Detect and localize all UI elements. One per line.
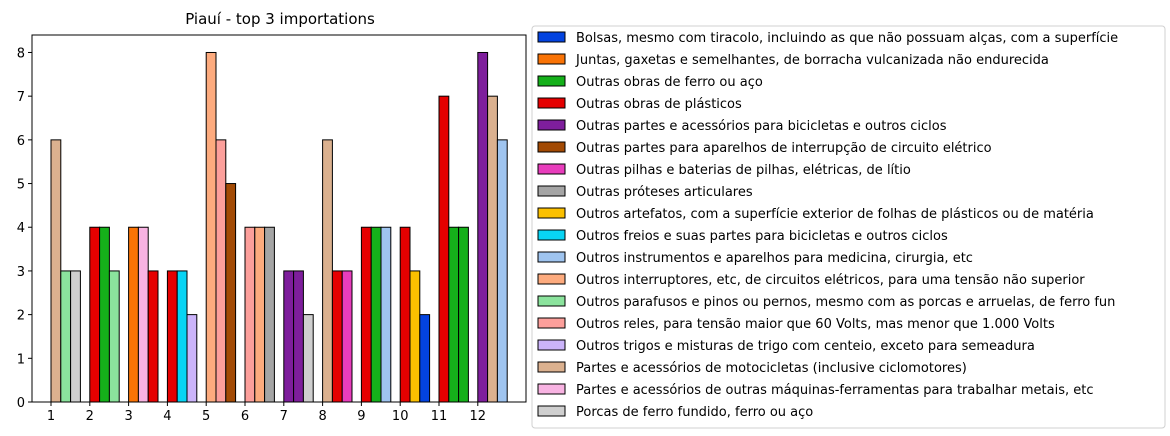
legend-swatch (537, 31, 566, 43)
y-tick-label: 4 (17, 221, 25, 236)
legend-frame (531, 25, 1166, 429)
bar-10-1 (399, 226, 411, 403)
x-tick-label: 2 (86, 409, 94, 424)
chart-title: Piauí - top 3 importations (185, 10, 375, 28)
x-tick-label: 6 (241, 409, 249, 424)
legend-label: Outros interruptores, etc, de circuitos … (576, 273, 1085, 288)
y-tick-label: 6 (17, 134, 25, 149)
x-tick-label: 11 (431, 409, 448, 424)
bar-8-3 (341, 270, 353, 403)
bar-3-2 (137, 226, 149, 403)
bar-12-1 (477, 51, 489, 403)
bar-2-2 (99, 226, 110, 403)
x-tick-label: 8 (318, 409, 326, 424)
bar-9-1 (360, 226, 372, 403)
bar-12-3 (496, 139, 508, 403)
axes-frame (31, 34, 527, 403)
x-tick-label: 5 (202, 409, 210, 424)
bar-4-3 (186, 314, 198, 403)
legend: Bolsas, mesmo com tiracolo, incluindo as… (531, 25, 1166, 429)
legend-label: Outras partes e acessórios para biciclet… (576, 119, 947, 134)
legend-swatch (537, 75, 566, 87)
legend-label: Outros artefatos, com a superfície exter… (576, 207, 1094, 222)
legend-swatch (537, 361, 566, 373)
bar-1-1 (50, 139, 62, 403)
legend-label: Outros trigos e misturas de trigo com ce… (576, 339, 1035, 354)
bar-9-2 (370, 226, 382, 403)
legend-swatch (537, 383, 566, 395)
bar-5-3 (225, 183, 237, 403)
legend-swatch (537, 119, 566, 131)
bar-11-3 (458, 226, 469, 403)
y-tick-label: 3 (17, 265, 25, 280)
bar-8-2 (331, 270, 343, 403)
bar-10-3 (419, 314, 431, 403)
bar-2-3 (108, 270, 120, 403)
legend-swatch (537, 405, 566, 417)
bar-5-2 (215, 139, 227, 403)
bar-4-2 (176, 270, 188, 403)
bar-9-3 (380, 226, 392, 403)
x-tick-label: 7 (280, 409, 288, 424)
legend-swatch (537, 207, 566, 219)
legend-label: Outras obras de plásticos (576, 97, 742, 112)
legend-label: Outros freios e suas partes para bicicle… (576, 229, 948, 244)
y-tick-label: 0 (17, 396, 25, 411)
legend-swatch (537, 339, 566, 351)
legend-label: Outros instrumentos e aparelhos para med… (576, 251, 973, 266)
y-tick-label: 5 (17, 178, 25, 193)
legend-swatch (537, 273, 566, 285)
legend-label: Partes e acessórios de outras máquinas-f… (576, 383, 1094, 398)
bar-7-3 (302, 314, 314, 403)
y-tick-label: 8 (17, 46, 25, 61)
legend-label: Partes e acessórios de motocicletas (inc… (576, 361, 967, 376)
legend-label: Outras pilhas e baterias de pilhas, elét… (576, 163, 911, 178)
bar-7-2 (293, 270, 304, 403)
legend-label: Outras obras de ferro ou aço (576, 75, 763, 90)
legend-label: Outras próteses articulares (576, 185, 753, 200)
x-tick-label: 4 (163, 409, 171, 424)
bar-12-2 (487, 95, 498, 403)
bar-5-1 (205, 51, 217, 403)
legend-swatch (537, 295, 566, 307)
bar-4-1 (166, 270, 178, 403)
bar-1-3 (70, 270, 81, 403)
x-tick-label: 1 (47, 409, 55, 424)
x-tick-label: 3 (124, 409, 132, 424)
legend-swatch (537, 163, 566, 175)
bar-11-1 (438, 95, 450, 403)
y-tick-label: 1 (17, 352, 25, 367)
legend-label: Outras partes para aparelhos de interrup… (576, 141, 992, 156)
x-tick-label: 9 (357, 409, 365, 424)
bar-2-1 (89, 226, 101, 403)
legend-swatch (537, 251, 566, 263)
legend-label: Bolsas, mesmo com tiracolo, incluindo as… (576, 31, 1118, 46)
bar-7-1 (283, 270, 295, 403)
legend-label: Outros parafusos e pinos ou pernos, mesm… (576, 295, 1115, 310)
legend-swatch (537, 317, 566, 329)
legend-label: Porcas de ferro fundido, ferro ou aço (576, 405, 813, 420)
legend-label: Juntas, gaxetas e semelhantes, de borrac… (575, 53, 1049, 68)
bar-3-1 (128, 226, 139, 403)
bar-8-1 (322, 139, 333, 403)
legend-swatch (537, 53, 566, 65)
y-tick-label: 2 (17, 309, 25, 324)
legend-label: Outros reles, para tensão maior que 60 V… (576, 317, 1055, 332)
bar-11-2 (448, 226, 460, 403)
bar-6-1 (244, 226, 256, 403)
legend-swatch (537, 141, 566, 153)
legend-swatch (537, 185, 566, 197)
y-tick-label: 7 (17, 90, 25, 105)
legend-swatch (537, 97, 566, 109)
bar-10-2 (409, 270, 421, 403)
x-tick-label: 10 (392, 409, 409, 424)
bar-6-2 (254, 226, 266, 403)
bar-3-3 (147, 270, 159, 403)
x-tick-label: 12 (470, 409, 487, 424)
bar-6-3 (264, 226, 275, 403)
bar-1-2 (60, 270, 72, 403)
legend-swatch (537, 229, 566, 241)
